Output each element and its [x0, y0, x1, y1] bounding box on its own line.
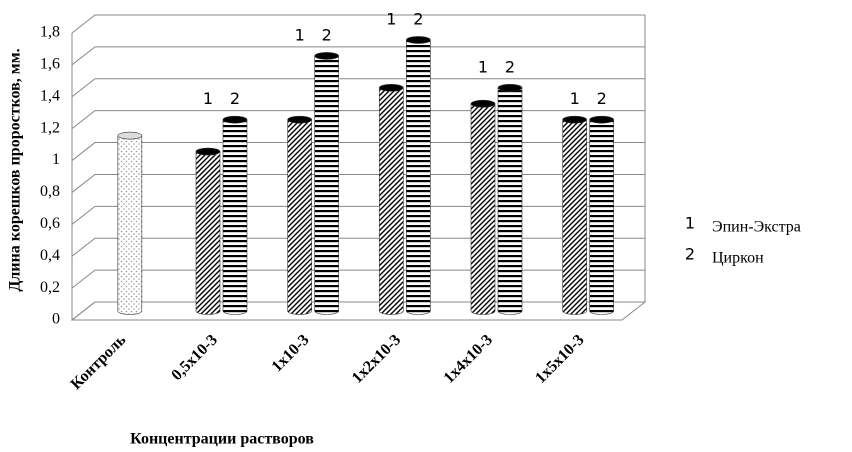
bar: [117, 135, 142, 311]
bar-top: [314, 52, 339, 60]
grid-line: [71, 237, 645, 257]
bar: [314, 55, 339, 312]
bar-top: [287, 115, 312, 124]
y-tick-label: 0,4: [40, 247, 60, 264]
bar-series-marker: 2: [230, 89, 240, 108]
grid-line: [71, 205, 645, 225]
y-tick-label: 1,2: [40, 119, 60, 136]
bar: [562, 119, 587, 312]
y-tick-label: 1: [52, 151, 60, 168]
x-tick-label: 1х10-3: [269, 331, 313, 375]
grid-line: [71, 14, 645, 34]
bar-top: [497, 83, 523, 92]
bar-series-marker: 1: [478, 57, 488, 76]
grid-line: [71, 269, 645, 289]
legend-marker: 1: [685, 214, 695, 233]
y-tick-label: 1,4: [40, 87, 60, 104]
y-tick-label: 0,6: [40, 215, 60, 232]
x-axis-title: Концентрации растворов: [130, 431, 314, 448]
y-tick-label: 0: [52, 311, 60, 328]
grid-line: [71, 46, 645, 66]
bar-top: [379, 83, 404, 92]
bar: [471, 103, 495, 311]
bar: [287, 119, 312, 312]
bar-top: [562, 115, 587, 124]
bar-series-marker: 2: [322, 25, 332, 44]
grid-line: [71, 301, 645, 321]
bar-top: [589, 115, 614, 124]
bar-series-marker: 2: [597, 89, 607, 108]
bar-top: [470, 99, 496, 108]
bar: [406, 39, 431, 311]
y-tick-label: 0,8: [40, 183, 60, 200]
bar-series-marker: 1: [203, 89, 213, 108]
bar-series-marker: 2: [505, 57, 515, 76]
bar: [223, 119, 247, 312]
bar-series-marker: 1: [570, 89, 580, 108]
bar-top: [406, 36, 431, 44]
floor: [70, 301, 647, 321]
y-tick-label: 1,6: [40, 56, 60, 73]
bar: [589, 119, 614, 312]
bar-series-marker: 2: [413, 9, 423, 28]
legend-label: Циркон: [712, 250, 764, 267]
bar-series-marker: 1: [386, 9, 396, 28]
bar: [379, 87, 404, 312]
legend-label: Эпин-Экстра: [712, 219, 801, 236]
x-tick-label: 1х2х10-3: [349, 331, 404, 386]
grid-line: [71, 142, 645, 161]
bar-top: [195, 147, 221, 156]
x-tick-label: 1х4х10-3: [441, 331, 496, 386]
bar: [498, 87, 522, 312]
x-tick-label: 1х5х10-3: [532, 331, 587, 386]
y-axis-title: Длина корешков проростков, мм.: [7, 48, 24, 291]
y-tick-label: 1,8: [40, 24, 60, 41]
bar-series-marker: 1: [295, 25, 305, 44]
x-tick-label: Контроль: [68, 331, 130, 393]
grid-line: [71, 78, 645, 98]
grid-line: [71, 110, 645, 130]
grid-line: [71, 173, 645, 193]
bar: [196, 151, 220, 311]
bar-top: [222, 115, 248, 124]
y-tick-label: 0,2: [40, 279, 60, 296]
bar-top: [117, 131, 143, 140]
legend-marker: 2: [685, 245, 695, 264]
x-tick-label: 0,5х10-3: [168, 331, 221, 384]
